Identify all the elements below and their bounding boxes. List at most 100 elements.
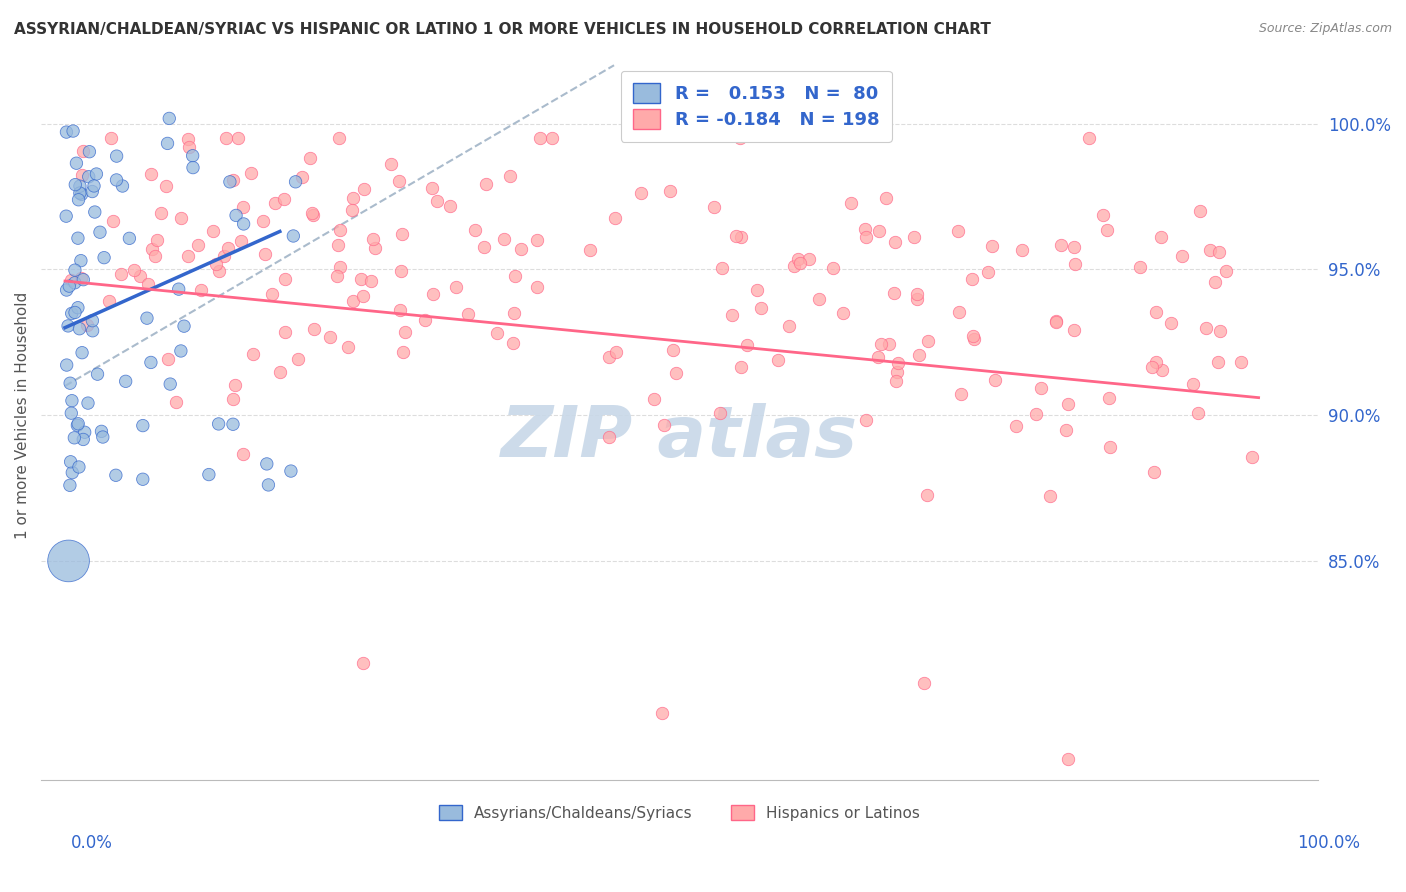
Point [105,173,128,187]
Point [853,221,876,235]
Point [287,351,309,366]
Point [340,202,363,217]
Point [60,406,83,420]
Point [141,242,163,256]
Point [70,270,93,285]
Point [948,305,970,319]
Point [1229,355,1251,369]
Point [257,478,280,492]
Point [242,346,264,360]
Point [63,263,86,277]
Point [232,200,254,214]
Point [342,191,364,205]
Point [222,173,245,187]
Point [201,224,224,238]
Point [962,329,984,343]
Point [273,192,295,206]
Point [778,319,800,334]
Point [541,131,564,145]
Point [65,178,87,192]
Text: Source: ZipAtlas.com: Source: ZipAtlas.com [1258,22,1392,36]
Point [868,224,890,238]
Point [66,418,89,433]
Point [364,241,387,255]
Point [177,249,200,263]
Point [1209,324,1232,338]
Point [155,179,177,194]
Point [502,306,524,320]
Point [342,294,364,309]
Point [981,239,1004,253]
Point [1011,243,1033,257]
Point [274,325,297,339]
Point [1150,362,1173,376]
Point [141,167,163,181]
Point [529,131,551,145]
Point [783,259,806,273]
Point [1208,245,1230,260]
Point [1064,257,1087,271]
Point [485,326,508,340]
Point [977,264,1000,278]
Point [659,184,682,198]
Point [1054,424,1077,438]
Point [122,263,145,277]
Point [1187,406,1209,420]
Point [721,308,744,322]
Point [415,313,437,327]
Point [63,431,86,445]
Point [1143,465,1166,479]
Point [89,225,111,239]
Point [526,280,548,294]
Point [350,272,373,286]
Point [177,132,200,146]
Point [205,257,228,271]
Point [472,240,495,254]
Point [60,306,83,320]
Point [132,472,155,486]
Point [1063,323,1085,337]
Point [747,283,769,297]
Point [136,277,159,291]
Point [69,186,91,200]
Point [884,375,907,389]
Point [86,367,108,381]
Point [839,196,862,211]
Point [55,358,77,372]
Point [67,193,90,207]
Point [173,319,195,334]
Point [136,311,159,326]
Point [1144,305,1167,319]
Point [799,252,821,267]
Point [59,478,82,492]
Point [207,264,229,278]
Point [388,302,411,317]
Point [240,166,263,180]
Point [1182,377,1205,392]
Text: ZIP atlas: ZIP atlas [501,402,858,472]
Point [60,393,83,408]
Point [58,279,80,293]
Point [360,274,382,288]
Point [884,235,907,250]
Point [59,273,82,287]
Point [329,223,352,237]
Point [177,139,200,153]
Text: 0.0%: 0.0% [70,834,112,852]
Point [82,314,104,328]
Point [91,430,114,444]
Point [58,554,80,568]
Point [82,324,104,338]
Point [302,321,325,335]
Point [167,282,190,296]
Point [446,280,468,294]
Point [283,229,305,244]
Point [326,268,349,283]
Point [149,206,172,220]
Point [280,464,302,478]
Point [855,230,877,244]
Point [170,211,193,225]
Point [60,466,83,480]
Point [361,232,384,246]
Point [222,392,245,406]
